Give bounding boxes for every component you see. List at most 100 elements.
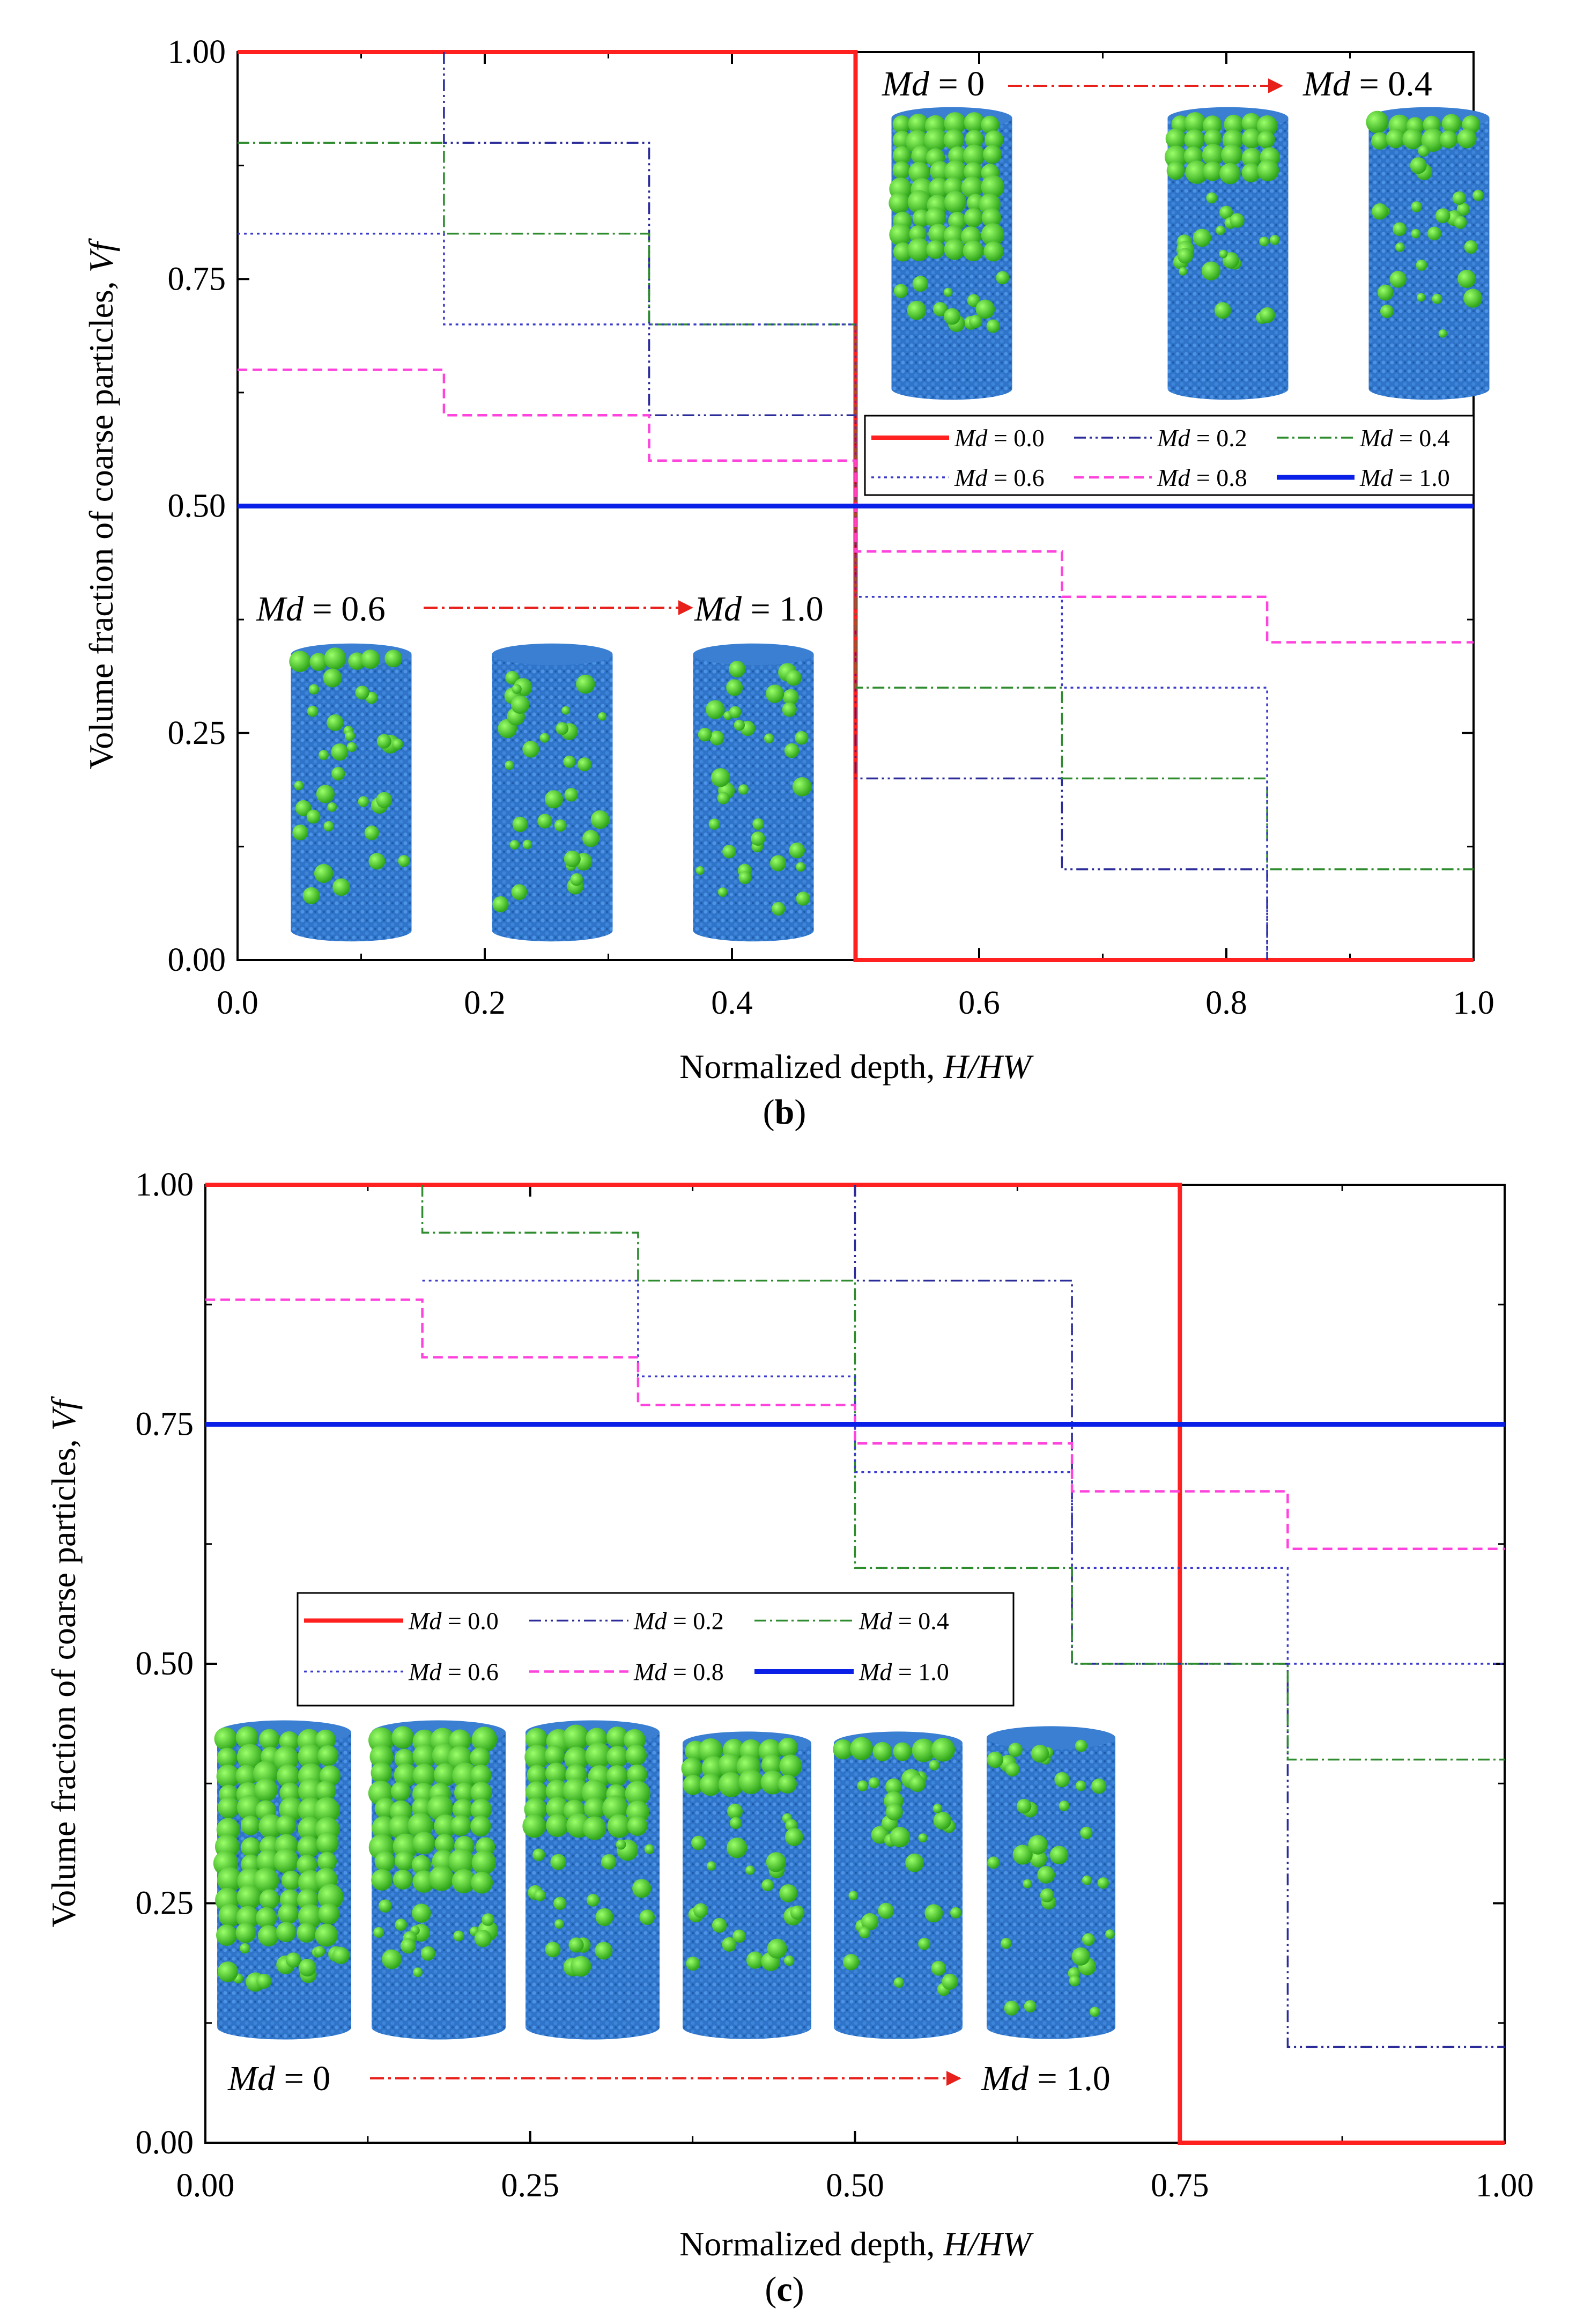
- coarse-particle: [1059, 1801, 1070, 1811]
- coarse-particle: [1185, 160, 1209, 184]
- coarse-particle: [963, 144, 986, 167]
- coarse-particle: [872, 1742, 892, 1761]
- coarse-particle: [964, 208, 983, 227]
- coarse-particle: [598, 712, 606, 721]
- coarse-particle: [285, 1952, 301, 1968]
- coarse-particle: [319, 750, 329, 761]
- annotation: Md = 0 Md = 1.0: [227, 2059, 1111, 2098]
- coarse-particle: [1219, 205, 1233, 219]
- coarse-particle: [1411, 201, 1422, 212]
- coarse-particle: [470, 1747, 491, 1768]
- coarse-particle: [297, 1855, 317, 1876]
- coarse-particle: [933, 1811, 952, 1830]
- coarse-particle: [216, 1924, 238, 1946]
- coarse-particle: [388, 1814, 413, 1839]
- annotation: Md = 0.6 Md = 1.0: [256, 589, 824, 629]
- coarse-particle: [691, 1835, 706, 1850]
- coarse-particle: [240, 1816, 261, 1835]
- coarse-particle: [931, 1738, 955, 1762]
- coarse-particle: [693, 1903, 708, 1918]
- coarse-particle: [297, 1923, 317, 1943]
- coarse-particle: [309, 653, 328, 671]
- coarse-particle: [298, 1778, 324, 1804]
- specimen-base: [217, 2015, 351, 2040]
- x-tick-label: 0.75: [1151, 2167, 1209, 2204]
- caption-letter: b: [775, 1093, 795, 1132]
- coarse-particle: [784, 743, 800, 758]
- coarse-particle: [907, 238, 931, 261]
- coarse-particle: [944, 160, 967, 183]
- coarse-particle: [792, 777, 812, 796]
- coarse-particle: [982, 145, 1002, 164]
- coarse-particle: [554, 1919, 564, 1929]
- coarse-particle: [943, 308, 960, 325]
- coarse-particle: [892, 161, 911, 179]
- coarse-particle: [1214, 302, 1231, 319]
- coarse-particle: [1389, 270, 1407, 288]
- y-axis-label-var: Vf: [82, 238, 120, 272]
- coarse-particle: [240, 1943, 250, 1954]
- coarse-particle: [1366, 110, 1389, 134]
- coarse-particle: [1184, 129, 1205, 150]
- coarse-particle: [1472, 189, 1484, 201]
- specimen-base: [492, 919, 613, 942]
- x-tick-label: 0.4: [711, 985, 753, 1021]
- coarse-particle: [564, 1746, 589, 1771]
- coarse-particle: [276, 1922, 297, 1942]
- specimen-illustration: [693, 643, 814, 942]
- legend-label: Md = 1.0: [1359, 464, 1450, 491]
- coarse-particle: [298, 1958, 316, 1977]
- coarse-particle: [1193, 228, 1211, 247]
- series-line-md-0-4: [421, 1185, 1505, 1761]
- x-tick-label: 1.0: [1453, 985, 1494, 1021]
- coarse-particle: [373, 1927, 384, 1938]
- coarse-particle: [779, 1884, 798, 1902]
- coarse-particle: [1417, 293, 1426, 302]
- coarse-particle: [712, 1917, 727, 1933]
- coarse-particle: [770, 855, 787, 872]
- specimen-base: [834, 2016, 963, 2039]
- coarse-particle: [545, 1797, 569, 1820]
- coarse-particle: [412, 1904, 431, 1923]
- coarse-particle: [545, 1762, 567, 1784]
- coarse-particle: [907, 190, 931, 214]
- coarse-particle: [218, 1904, 242, 1927]
- x-tick-label: 0.00: [176, 2167, 235, 2204]
- coarse-particle: [539, 733, 550, 743]
- coarse-particle: [1004, 2001, 1019, 2016]
- x-axis-label-text: Normalized depth,: [679, 2225, 943, 2263]
- md-value: = 0.2: [1190, 424, 1247, 452]
- y-tick-label: 0.00: [136, 2124, 194, 2161]
- coarse-particle: [1380, 304, 1394, 318]
- coarse-particle: [606, 1746, 628, 1768]
- coarse-particle: [1071, 1947, 1090, 1966]
- coarse-particle: [987, 1856, 1000, 1869]
- coarse-particle: [550, 1854, 566, 1870]
- coarse-particle: [625, 1744, 647, 1766]
- coarse-particle: [711, 768, 730, 787]
- coarse-particle: [376, 792, 393, 808]
- coarse-particle: [412, 1832, 435, 1855]
- coarse-particle: [364, 825, 379, 840]
- coarse-particle: [909, 225, 927, 243]
- coarse-particle: [943, 129, 965, 150]
- legend-label: Md = 1.0: [858, 1658, 949, 1686]
- coarse-particle: [512, 684, 522, 694]
- coarse-particle: [314, 1797, 340, 1824]
- coarse-particle: [1386, 129, 1405, 149]
- coarse-particle: [544, 1745, 565, 1766]
- coarse-particle: [331, 743, 349, 761]
- coarse-particle: [963, 240, 984, 262]
- coarse-particle: [782, 702, 797, 717]
- coarse-particle: [324, 647, 346, 670]
- coarse-particle: [1165, 128, 1186, 149]
- coarse-particle: [1219, 249, 1228, 259]
- coarse-particle: [926, 240, 945, 259]
- coarse-particle: [639, 1909, 655, 1925]
- coarse-particle: [273, 1746, 299, 1772]
- coarse-particle: [556, 722, 569, 735]
- coarse-particle: [767, 1938, 787, 1959]
- md-value: = 0.4: [1350, 64, 1432, 104]
- coarse-particle: [1377, 284, 1394, 301]
- coarse-particle: [889, 223, 912, 246]
